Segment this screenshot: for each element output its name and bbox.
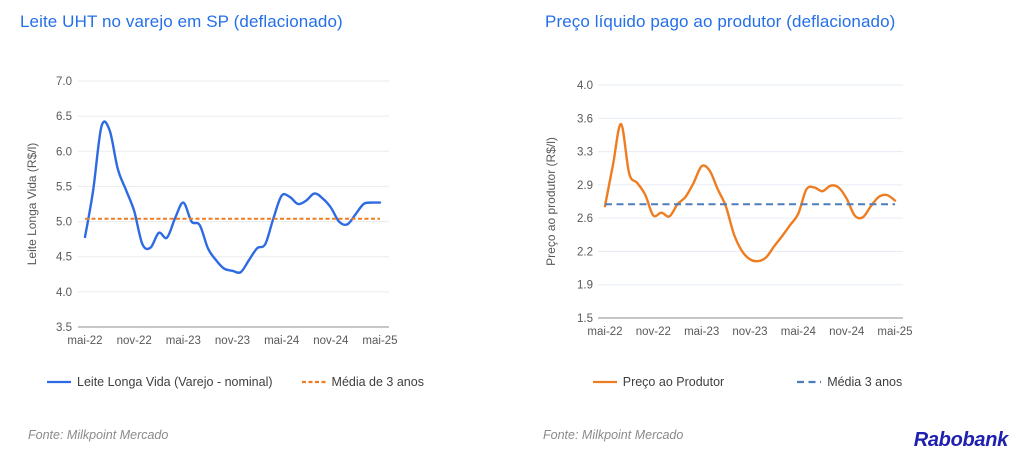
x-tick-label: nov-24: [829, 326, 865, 338]
legend-item: Média de 3 anos: [301, 375, 424, 389]
y-tick-label: 1.9: [577, 280, 593, 292]
chart-title-retail: Leite UHT no varejo em SP (deflacionado): [20, 12, 343, 31]
x-tick-label: mai-25: [877, 326, 912, 338]
y-tick-label: 4.0: [56, 287, 72, 299]
chart-panel-retail: Leite UHT no varejo em SP (deflacionado)…: [0, 12, 470, 442]
x-tick-label: nov-24: [313, 335, 349, 347]
y-tick-label: 3.3: [577, 147, 593, 159]
y-tick-label: 4.5: [56, 252, 72, 264]
dashed-line-swatch: [797, 380, 822, 384]
y-tick-label: 7.0: [56, 76, 72, 88]
chart-title-producer: Preço líquido pago ao produtor (deflacio…: [545, 12, 896, 31]
legend-item: Preço ao Produtor: [592, 375, 724, 389]
y-tick-label: 2.6: [577, 213, 593, 225]
y-tick-label: 3.6: [577, 113, 593, 125]
rabobank-logo: Rabobank: [913, 429, 1009, 451]
y-tick-label: 6.0: [56, 146, 72, 158]
x-tick-label: mai-22: [67, 335, 102, 347]
x-tick-label: mai-23: [684, 326, 719, 338]
y-axis-title: Leite Longa Vida (R$/l): [25, 143, 39, 266]
x-tick-label: nov-23: [215, 335, 250, 347]
chart-panel-producer: Preço líquido pago ao produtor (deflacio…: [512, 0, 1024, 468]
solid-line-swatch: [47, 380, 72, 384]
legend-label: Preço ao Produtor: [622, 375, 725, 389]
y-tick-label: 1.5: [577, 313, 593, 325]
legend-label: Média 3 anos: [827, 375, 903, 389]
x-tick-label: mai-22: [587, 326, 622, 338]
price-series-path: [603, 122, 897, 263]
source-note-retail: Fonte: Milkpoint Mercado: [28, 428, 169, 442]
y-tick-label: 5.0: [56, 217, 72, 229]
y-tick-label: 4.0: [577, 80, 593, 92]
y-tick-label: 3.5: [56, 322, 72, 334]
legend-producer: Preço ao Produtor Média 3 anos: [512, 372, 982, 392]
dashed-line-swatch: [301, 380, 326, 384]
y-tick-label: 2.9: [577, 180, 593, 192]
source-note-producer: Fonte: Milkpoint Mercado: [543, 428, 684, 442]
legend-label: Leite Longa Vida (Varejo - nominal): [77, 375, 273, 389]
x-tick-label: mai-24: [264, 335, 300, 347]
y-axis-title: Preço ao produtor (R$/l): [544, 137, 558, 266]
legend-item: Média 3 anos: [796, 375, 902, 389]
x-tick-label: mai-24: [781, 326, 817, 338]
legend-retail: Leite Longa Vida (Varejo - nominal) Média…: [0, 372, 470, 392]
y-tick-label: 6.5: [56, 111, 72, 123]
x-tick-label: mai-25: [362, 335, 397, 347]
legend-item: Leite Longa Vida (Varejo - nominal): [46, 375, 273, 389]
producer-price-line-chart: 1.5 1.9 2.2 2.6 2.9 3.3 3.6 4.0 mai-22 nov-22 mai-…: [544, 80, 913, 338]
x-tick-label: nov-23: [732, 326, 767, 338]
y-tick-label: 5.5: [56, 181, 72, 193]
solid-line-swatch: [592, 380, 617, 384]
price-series-path: [83, 120, 382, 274]
x-tick-label: nov-22: [636, 326, 671, 338]
x-tick-label: mai-23: [166, 335, 201, 347]
legend-label: Média de 3 anos: [331, 375, 424, 389]
y-tick-label: 2.2: [577, 246, 593, 258]
x-tick-label: nov-22: [117, 335, 152, 347]
retail-milk-line-chart: 3.5 4.0 4.5 5.0 5.5 6.0 6.5 7.0 mai-22 nov-22 mai-…: [25, 76, 398, 347]
